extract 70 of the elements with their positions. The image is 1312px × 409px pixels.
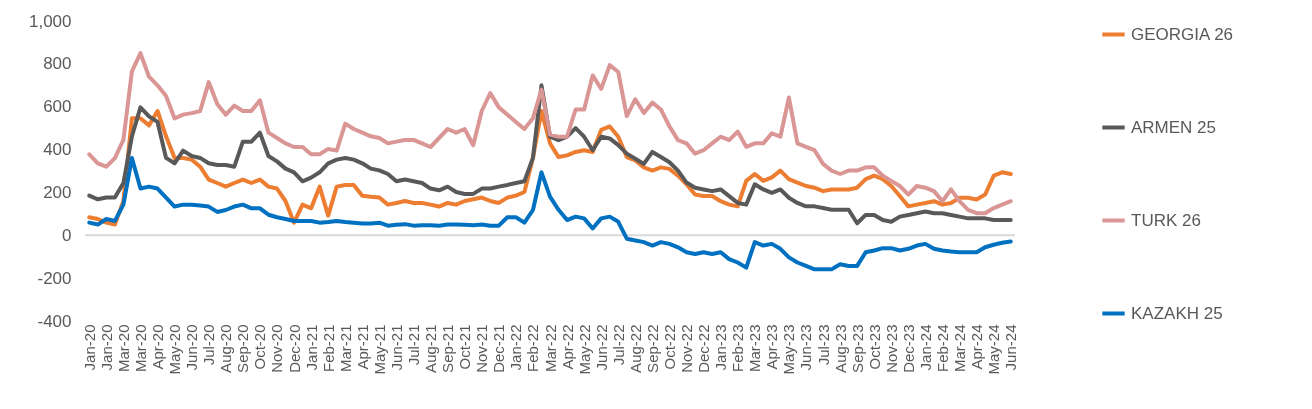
x-tick-label: Jul-20 — [200, 324, 218, 366]
legend-label: ARMEN 25 — [1131, 117, 1217, 137]
x-tick-label: Dec-21 — [490, 324, 508, 373]
legend-label: KAZAKH 25 — [1131, 303, 1223, 323]
x-tick-label: Mar-20 — [114, 324, 132, 373]
x-tick-label: Dec-20 — [285, 324, 303, 373]
x-tick-label: Feb-23 — [729, 324, 747, 373]
x-tick-label: May-22 — [575, 324, 593, 375]
x-tick-label: Feb-21 — [319, 324, 337, 373]
x-tick-label: Oct-23 — [865, 324, 883, 370]
x-tick-label: Nov-22 — [678, 324, 696, 373]
x-tick-label: Dec-23 — [899, 324, 917, 373]
x-tick-label: Sep-20 — [234, 324, 252, 373]
x-tick-label: Apr-20 — [149, 324, 167, 370]
x-tick-label: May-23 — [780, 324, 798, 375]
x-tick-label: Jan-22 — [507, 324, 525, 371]
x-tick-label: Nov-23 — [882, 324, 900, 373]
x-tick-label: Oct-21 — [456, 324, 474, 370]
x-tick-label: Oct-20 — [251, 324, 269, 370]
x-tick-label: Dec-22 — [695, 324, 713, 373]
x-tick-label: Aug-20 — [217, 324, 235, 373]
x-tick-label: Feb-22 — [524, 324, 542, 373]
x-tick-label: Mar-20 — [131, 324, 149, 373]
x-tick-label: Jul-22 — [609, 324, 627, 366]
x-tick-label: Jun-21 — [387, 324, 405, 371]
x-tick-label: Jul-23 — [814, 324, 832, 366]
x-tick-label: Apr-21 — [353, 324, 371, 370]
y-tick-label: 400 — [43, 140, 72, 160]
x-tick-label: Jan-24 — [916, 324, 934, 371]
x-tick-label: Aug-21 — [422, 324, 440, 373]
x-tick-label: Apr-24 — [968, 324, 986, 370]
x-tick-label: Jun-22 — [592, 324, 610, 371]
y-tick-label: -400 — [37, 311, 72, 331]
x-tick-label: May-24 — [985, 324, 1003, 375]
x-tick-label: Aug-23 — [831, 324, 849, 373]
x-tick-label: Sep-22 — [643, 324, 661, 373]
x-tick-label: Sep-23 — [848, 324, 866, 373]
y-tick-label: 200 — [43, 182, 72, 202]
x-tick-label: Aug-22 — [626, 324, 644, 373]
x-tick-label: Jun-23 — [797, 324, 815, 371]
x-tick-label: Jun-24 — [1002, 324, 1020, 371]
x-tick-label: Jan-20 — [80, 324, 98, 371]
line-series — [87, 51, 1013, 216]
x-tick-label: Nov-21 — [473, 324, 491, 373]
y-tick-label: 0 — [62, 225, 72, 245]
x-tick-label: Mar-22 — [541, 324, 559, 373]
x-tick-label: Nov-20 — [268, 324, 286, 373]
x-tick-label: Jan-21 — [302, 324, 320, 371]
y-tick-label: -200 — [37, 268, 72, 288]
x-tick-label: Feb-24 — [933, 324, 951, 373]
x-tick-label: Apr-23 — [763, 324, 781, 370]
legend-label: GEORGIA 26 — [1131, 24, 1234, 44]
x-tick-label: Mar-21 — [336, 324, 354, 373]
x-tick-label: Jul-21 — [404, 324, 422, 366]
x-tick-label: Apr-22 — [558, 324, 576, 370]
x-tick-label: Oct-22 — [660, 324, 678, 370]
x-tick-label: Mar-23 — [746, 324, 764, 373]
x-tick-label: Jun-20 — [183, 324, 201, 371]
x-tick-label: Jan-20 — [97, 324, 115, 371]
x-tick-label: Jan-23 — [712, 324, 730, 371]
line-series — [87, 83, 1013, 226]
x-tick-label: Mar-24 — [951, 324, 969, 373]
legend-label: TURK 26 — [1131, 210, 1201, 230]
line-series — [87, 155, 1013, 272]
y-tick-label: 1,000 — [28, 11, 72, 31]
y-tick-label: 600 — [43, 97, 72, 117]
x-tick-label: Sep-21 — [439, 324, 457, 373]
y-tick-label: 800 — [43, 54, 72, 74]
x-tick-label: May-20 — [166, 324, 184, 375]
x-tick-label: May-21 — [370, 324, 388, 375]
